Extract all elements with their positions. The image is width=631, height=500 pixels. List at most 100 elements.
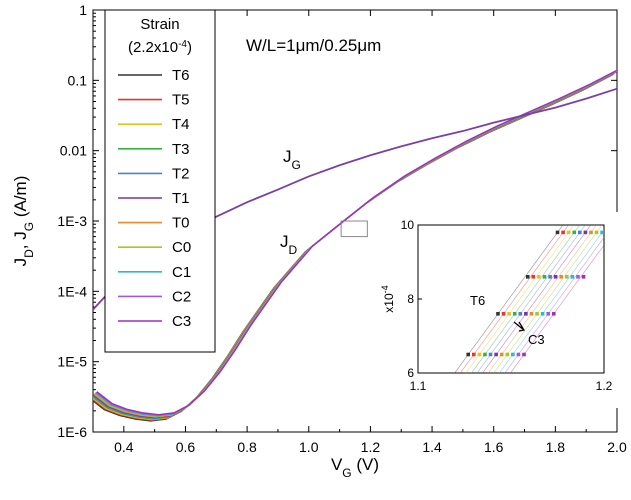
inset-y-tick-label: 8 xyxy=(407,292,414,306)
inset-y-tick-label: 6 xyxy=(407,366,414,380)
x-axis-label: VG (V) xyxy=(331,455,379,480)
inset-marker-t5 xyxy=(472,352,476,357)
x-tick-label: 0.4 xyxy=(114,439,134,455)
inset-marker-c1 xyxy=(540,312,545,316)
inset-marker-c0 xyxy=(535,312,539,316)
legend-box xyxy=(104,9,216,353)
legend-label-c0: C0 xyxy=(172,239,191,256)
legend-title: Strain xyxy=(140,16,179,33)
inset-marker-t0 xyxy=(559,275,564,279)
inset-line-c1 xyxy=(498,229,604,373)
legend-label-t0: T0 xyxy=(172,215,190,232)
inset-marker-t6 xyxy=(555,230,560,235)
inset-marker-t1 xyxy=(553,275,558,279)
inset-marker-t6 xyxy=(496,312,500,316)
inset-line-t2 xyxy=(476,225,586,373)
inset-frame xyxy=(417,224,605,374)
inset-marker-t4 xyxy=(537,275,541,279)
inset-marker-t4 xyxy=(477,352,482,357)
jd-label: JD xyxy=(280,232,298,257)
inset-marker-c3 xyxy=(551,312,556,316)
legend-label-t5: T5 xyxy=(172,92,190,109)
inset-line-t5 xyxy=(459,225,569,373)
inset-marker-c1 xyxy=(570,275,575,279)
inset-line-t0 xyxy=(487,225,597,373)
y-tick-label: 1 xyxy=(79,2,87,18)
inset-marker-t2 xyxy=(548,275,552,279)
inset-x-tick-label: 1.2 xyxy=(596,379,613,393)
inset-marker-t0 xyxy=(589,230,593,235)
inset-marker-t4 xyxy=(507,312,511,316)
inset-marker-t6 xyxy=(466,352,471,357)
inset-marker-t5 xyxy=(531,275,536,279)
inset-marker-c3 xyxy=(522,352,526,357)
y-axis-label: JD, JG (A/m) xyxy=(11,176,36,267)
inset-marker-c2 xyxy=(576,275,580,279)
legend-label-c1: C1 xyxy=(172,264,191,281)
inset-marker-c0 xyxy=(594,230,599,235)
inset-marker-c1 xyxy=(600,230,604,235)
x-tick-label: 1.0 xyxy=(299,439,319,455)
inset-arrow xyxy=(513,321,526,332)
inset-marker-t6 xyxy=(525,275,530,279)
inset-line-t6 xyxy=(454,225,564,373)
legend-label-c2: C2 xyxy=(172,288,191,305)
y-tick-label: 0.01 xyxy=(60,143,87,159)
jg-label: JG xyxy=(283,147,301,172)
inset-line-c0 xyxy=(493,225,603,373)
inset-marker-t3 xyxy=(572,230,577,235)
legend-strain-value: (2.2x10-4) xyxy=(128,39,192,57)
x-tick-label: 0.6 xyxy=(176,439,196,455)
inset-marker-t0 xyxy=(499,352,504,357)
inset-marker-t3 xyxy=(512,312,517,316)
inset-line-t4 xyxy=(465,225,575,373)
y-tick-label: 1E-4 xyxy=(57,283,87,299)
jd-curve-c3 xyxy=(96,69,617,416)
legend-label-t6: T6 xyxy=(172,67,190,84)
inset-marker-c3 xyxy=(581,275,586,279)
inset-y-axis-label: x10-4 xyxy=(380,285,396,312)
y-tick-label: 1E-5 xyxy=(57,354,87,370)
legend-label-t3: T3 xyxy=(172,141,190,158)
y-tick-label: 1E-6 xyxy=(57,424,87,440)
legend-label-t2: T2 xyxy=(172,165,190,182)
inset-marker-t1 xyxy=(524,312,528,316)
x-tick-label: 0.8 xyxy=(237,439,257,455)
inset-marker-t0 xyxy=(529,312,534,316)
y-tick-label: 0.1 xyxy=(68,72,88,88)
inset-marker-t3 xyxy=(542,275,547,279)
inset-marker-t2 xyxy=(578,230,582,235)
inset-marker-c2 xyxy=(546,312,550,316)
inset-marker-c1 xyxy=(511,352,515,357)
legend-label-c3: C3 xyxy=(172,313,191,330)
inset-marker-t2 xyxy=(518,312,523,316)
inset-marker-c0 xyxy=(505,352,510,357)
inset-marker-t5 xyxy=(501,312,506,316)
x-tick-label: 1.8 xyxy=(546,439,566,455)
inset-line-c2 xyxy=(504,237,604,373)
wl-annotation: W/L=1μm/0.25μm xyxy=(246,36,381,55)
inset-marker-t1 xyxy=(583,230,588,235)
x-tick-label: 1.2 xyxy=(361,439,381,455)
x-tick-label: 1.4 xyxy=(422,439,442,455)
inset-label-t6: T6 xyxy=(470,293,485,308)
legend-label-t4: T4 xyxy=(172,116,190,133)
zoom-box xyxy=(340,220,368,238)
inset-marker-t2 xyxy=(488,352,493,357)
inset-marker-c2 xyxy=(516,352,521,357)
legend-label-t1: T1 xyxy=(172,190,190,207)
inset-marker-c0 xyxy=(565,275,569,279)
inset-marker-t4 xyxy=(566,230,571,235)
inset-y-tick-label: 10 xyxy=(401,218,415,232)
inset-x-tick-label: 1.1 xyxy=(410,379,427,393)
x-tick-label: 2.0 xyxy=(607,439,627,455)
inset-line-t1 xyxy=(482,225,592,373)
inset-label-c3: C3 xyxy=(528,332,545,347)
inset-marker-t5 xyxy=(561,230,565,235)
inset-marker-t1 xyxy=(494,352,498,357)
y-tick-label: 1E-3 xyxy=(57,213,87,229)
x-tick-label: 1.6 xyxy=(484,439,504,455)
inset-marker-t3 xyxy=(483,352,487,357)
